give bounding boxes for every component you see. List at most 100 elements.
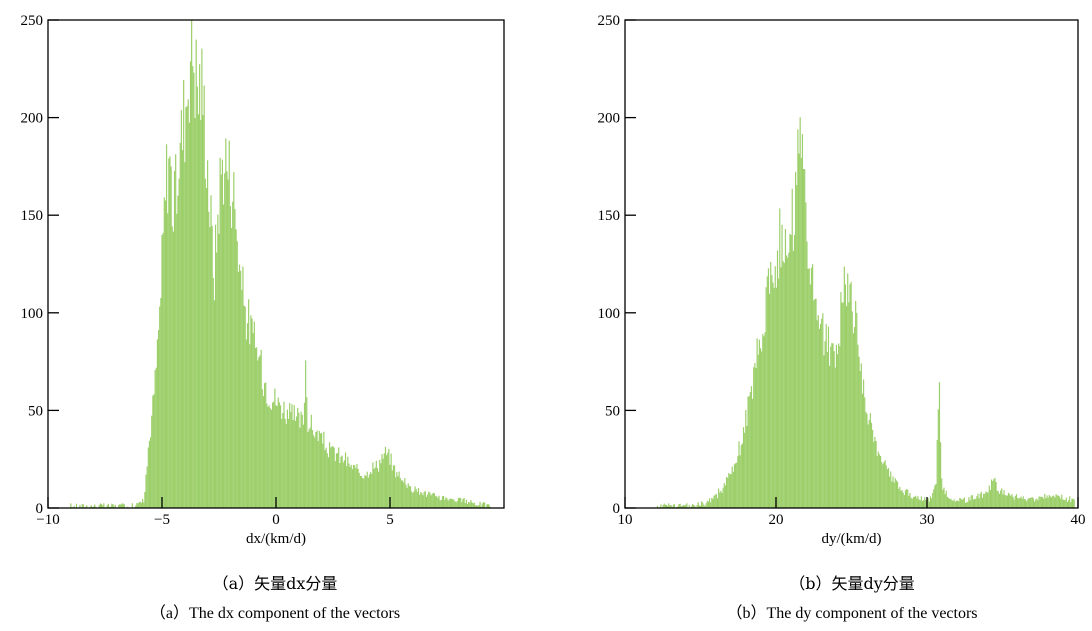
dy-bar-206 bbox=[887, 468, 890, 508]
dy-bar-173 bbox=[850, 281, 852, 508]
dy-bar-16 bbox=[672, 504, 674, 508]
dx-bar-352 bbox=[471, 502, 473, 508]
dy-bar-300 bbox=[994, 477, 996, 508]
dx-bar-348 bbox=[466, 503, 469, 508]
dx-bar-293 bbox=[404, 478, 406, 508]
dx-bar-43 bbox=[119, 504, 121, 508]
dx-bar-45 bbox=[121, 503, 123, 508]
dx-bar-346 bbox=[464, 503, 466, 508]
dx-bar-36 bbox=[111, 503, 113, 508]
dx-bar-126 bbox=[213, 300, 216, 508]
dy-bar-52 bbox=[713, 495, 715, 508]
dx-bar-326 bbox=[441, 496, 444, 508]
dy-bar-91 bbox=[757, 354, 759, 508]
dy-bar-200 bbox=[881, 461, 883, 508]
dx-bar-291 bbox=[401, 480, 404, 508]
dy-bar-229 bbox=[913, 496, 916, 508]
dy-bar-172 bbox=[849, 284, 851, 508]
dy-bar-357 bbox=[1058, 496, 1061, 508]
dy-bar-63 bbox=[725, 476, 728, 508]
dx-bar-89 bbox=[171, 226, 173, 508]
dx-bar-35 bbox=[110, 506, 112, 508]
dy-y-tick-label-0: 0 bbox=[613, 501, 621, 517]
dy-bar-132 bbox=[804, 169, 806, 508]
dy-bar-303 bbox=[997, 491, 999, 508]
dx-bar-116 bbox=[202, 115, 204, 508]
dx-bar-154 bbox=[245, 339, 247, 508]
dy-bar-112 bbox=[781, 224, 783, 508]
dx-bar-251 bbox=[356, 463, 358, 508]
dy-bar-119 bbox=[789, 233, 791, 508]
dy-bar-8 bbox=[663, 503, 665, 508]
dy-bar-312 bbox=[1007, 492, 1010, 508]
dy-bar-334 bbox=[1032, 498, 1035, 508]
dx-bar-219 bbox=[319, 433, 322, 508]
dx-bar-8 bbox=[79, 504, 81, 508]
dy-bar-7 bbox=[662, 504, 664, 508]
dy-bar-103 bbox=[771, 275, 773, 508]
dx-bar-113 bbox=[199, 64, 201, 509]
dx-bar-181 bbox=[276, 405, 278, 508]
dy-bar-202 bbox=[883, 462, 885, 508]
dx-bar-283 bbox=[392, 465, 395, 508]
dx-bar-172 bbox=[266, 403, 268, 508]
dy-bar-242 bbox=[928, 501, 930, 508]
dx-bar-210 bbox=[309, 427, 311, 508]
dy-x-tick-label-3: 40 bbox=[1071, 512, 1086, 528]
dx-bar-177 bbox=[271, 402, 274, 508]
dx-bar-103 bbox=[187, 99, 189, 508]
dx-bar-3 bbox=[73, 506, 75, 508]
dx-bar-229 bbox=[331, 446, 333, 508]
dy-bar-24 bbox=[681, 505, 683, 508]
dx-bar-315 bbox=[429, 492, 431, 508]
dx-bar-312 bbox=[425, 496, 428, 508]
dy-bar-11 bbox=[667, 506, 669, 508]
dy-bar-257 bbox=[945, 490, 947, 508]
dx-bar-66 bbox=[145, 474, 147, 508]
dy-bar-96 bbox=[763, 336, 765, 508]
dx-bar-341 bbox=[458, 497, 461, 508]
dy-bar-291 bbox=[984, 493, 986, 508]
dx-bar-72 bbox=[152, 395, 154, 508]
dy-bar-126 bbox=[797, 129, 799, 508]
dy-bar-296 bbox=[989, 489, 992, 508]
dy-bar-21 bbox=[678, 504, 680, 508]
dx-bar-233 bbox=[335, 453, 338, 508]
dy-bar-33 bbox=[691, 504, 694, 508]
dx-bar-264 bbox=[371, 473, 373, 508]
dx-bar-29 bbox=[103, 503, 105, 508]
dy-bar-361 bbox=[1063, 499, 1065, 508]
dx-bar-133 bbox=[221, 159, 224, 509]
dx-bar-301 bbox=[413, 491, 415, 508]
dx-bar-356 bbox=[476, 505, 478, 508]
dy-x-tick-label-0: 10 bbox=[618, 512, 633, 528]
dx-bar-273 bbox=[381, 454, 383, 508]
dy-bar-271 bbox=[961, 499, 963, 508]
dy-bar-85 bbox=[750, 386, 753, 508]
dx-bar-345 bbox=[463, 497, 465, 508]
dx-bar-139 bbox=[228, 140, 230, 509]
dx-bar-335 bbox=[452, 499, 454, 508]
dy-y-tick-label-1: 50 bbox=[605, 403, 620, 419]
dx-bar-178 bbox=[273, 401, 275, 508]
dy-bar-346 bbox=[1046, 495, 1048, 508]
dx-bar-228 bbox=[330, 447, 332, 508]
dy-bar-138 bbox=[810, 267, 813, 508]
dy-bar-329 bbox=[1027, 499, 1029, 508]
dx-bar-134 bbox=[222, 204, 225, 508]
dx-bar-65 bbox=[144, 491, 146, 508]
dx-bar-259 bbox=[365, 476, 367, 508]
dx-bar-42 bbox=[118, 505, 120, 508]
dx-bar-321 bbox=[436, 496, 438, 508]
dy-bar-136 bbox=[808, 268, 810, 508]
dy-bar-150 bbox=[824, 341, 826, 508]
dy-bar-364 bbox=[1066, 501, 1069, 508]
dy-bar-190 bbox=[869, 413, 871, 508]
dy-bar-88 bbox=[754, 363, 756, 508]
dx-bar-93 bbox=[176, 213, 178, 508]
dx-bar-309 bbox=[422, 495, 424, 508]
dx-bar-272 bbox=[380, 463, 382, 508]
dy-bar-181 bbox=[859, 370, 861, 508]
dy-bar-305 bbox=[1000, 490, 1002, 508]
dy-bar-179 bbox=[857, 344, 859, 508]
